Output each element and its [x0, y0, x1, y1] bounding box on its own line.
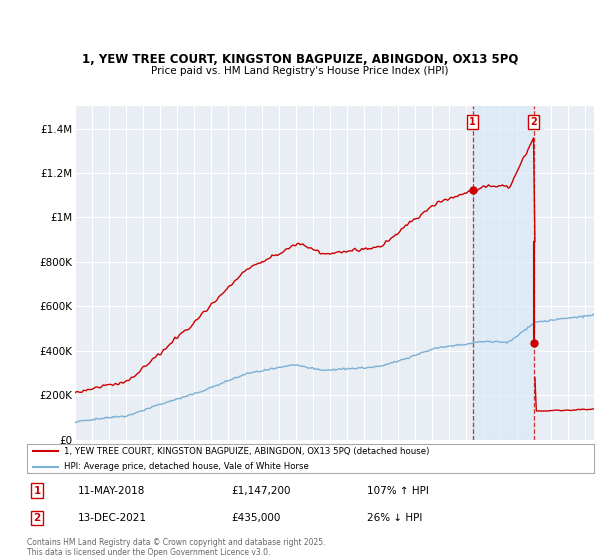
Text: 2: 2 — [530, 117, 537, 127]
Text: 13-DEC-2021: 13-DEC-2021 — [78, 513, 147, 523]
Text: 1, YEW TREE COURT, KINGSTON BAGPUIZE, ABINGDON, OX13 5PQ (detached house): 1, YEW TREE COURT, KINGSTON BAGPUIZE, AB… — [64, 447, 429, 456]
Text: Contains HM Land Registry data © Crown copyright and database right 2025.
This d: Contains HM Land Registry data © Crown c… — [27, 538, 325, 557]
Text: £1,147,200: £1,147,200 — [231, 486, 290, 496]
Text: 107% ↑ HPI: 107% ↑ HPI — [367, 486, 429, 496]
Text: 26% ↓ HPI: 26% ↓ HPI — [367, 513, 422, 523]
Text: 1, YEW TREE COURT, KINGSTON BAGPUIZE, ABINGDON, OX13 5PQ: 1, YEW TREE COURT, KINGSTON BAGPUIZE, AB… — [82, 53, 518, 66]
Text: Price paid vs. HM Land Registry's House Price Index (HPI): Price paid vs. HM Land Registry's House … — [151, 66, 449, 76]
Text: £435,000: £435,000 — [231, 513, 280, 523]
Text: 1: 1 — [34, 486, 41, 496]
Text: 1: 1 — [469, 117, 476, 127]
Text: HPI: Average price, detached house, Vale of White Horse: HPI: Average price, detached house, Vale… — [64, 463, 309, 472]
Text: 11-MAY-2018: 11-MAY-2018 — [78, 486, 145, 496]
Text: 2: 2 — [34, 513, 41, 523]
Bar — [473, 106, 533, 440]
